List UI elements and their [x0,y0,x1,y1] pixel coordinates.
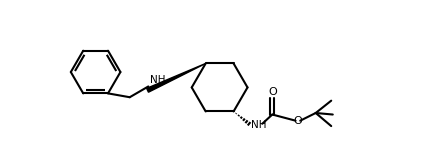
Text: NH: NH [150,75,165,85]
Text: O: O [293,116,302,126]
Polygon shape [147,63,206,92]
Text: NH: NH [251,120,266,130]
Text: O: O [268,87,277,97]
